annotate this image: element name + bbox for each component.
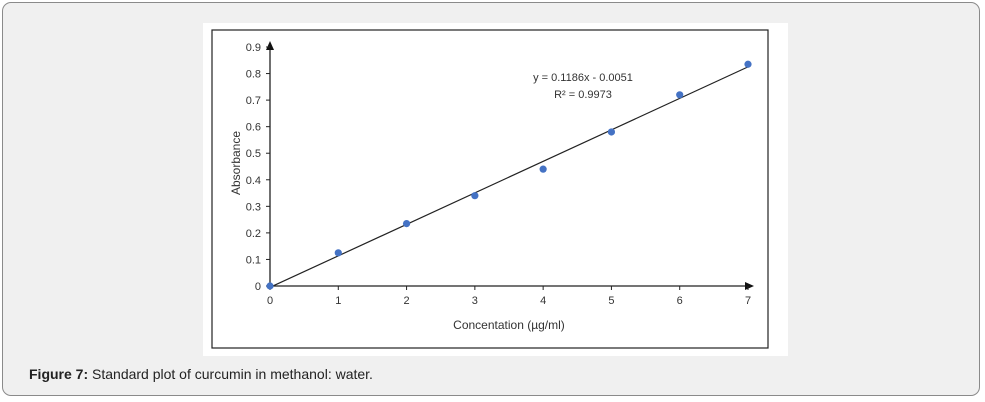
x-tick-label: 7 [745, 295, 751, 307]
data-point [266, 282, 274, 290]
y-tick-label: 0.7 [246, 95, 261, 107]
y-tick-label: 0.6 [246, 122, 261, 134]
data-point [676, 91, 684, 99]
x-tick-label: 3 [472, 295, 478, 307]
x-tick-label: 4 [540, 295, 546, 307]
y-tick-label: 0.9 [246, 42, 261, 54]
y-tick-label: 0.2 [246, 228, 261, 240]
figure-caption: Figure 7: Standard plot of curcumin in m… [29, 366, 373, 382]
caption-label: Figure 7: [29, 366, 89, 382]
x-axis-label: Concentation (µg/ml) [453, 318, 565, 332]
x-tick-label: 0 [267, 295, 273, 307]
x-tick-label: 5 [608, 295, 614, 307]
y-tick-label: 0.3 [246, 201, 261, 213]
data-point [471, 192, 479, 200]
y-tick-label: 0.8 [246, 69, 261, 81]
r-squared-label: R² = 0.9973 [554, 89, 612, 101]
data-point [539, 165, 547, 173]
y-tick-label: 0 [255, 281, 261, 293]
y-axis-arrow [266, 41, 274, 50]
y-tick-label: 0.5 [246, 148, 261, 160]
y-axis-label: Absorbance [229, 131, 243, 195]
y-tick-label: 0.1 [246, 254, 261, 266]
x-tick-label: 6 [677, 295, 683, 307]
data-point [334, 249, 342, 257]
x-axis-arrow [745, 282, 754, 290]
caption-text: Standard plot of curcumin in methanol: w… [88, 366, 373, 382]
data-point [402, 219, 411, 228]
figure-card: 0 1 2 3 4 5 6 7 0 0.1 0.2 0.3 0.4 0.5 0.6 0.7 0.8 0.9 Con… [2, 2, 980, 396]
y-tick-label: 0.4 [246, 175, 261, 187]
x-tick-label: 1 [335, 295, 341, 307]
plot-frame [211, 29, 769, 349]
x-tick-label: 2 [404, 295, 410, 307]
data-point [744, 60, 752, 68]
trendline [272, 66, 749, 287]
data-point [607, 128, 616, 136]
chart: 0 1 2 3 4 5 6 7 0 0.1 0.2 0.3 0.4 0.5 0.6 0.7 0.8 0.9 Con… [211, 29, 769, 349]
figure-image: 0 1 2 3 4 5 6 7 0 0.1 0.2 0.3 0.4 0.5 0.6 0.7 0.8 0.9 Con… [203, 23, 788, 356]
trendline-equation: y = 0.1186x - 0.0051 [533, 72, 633, 84]
